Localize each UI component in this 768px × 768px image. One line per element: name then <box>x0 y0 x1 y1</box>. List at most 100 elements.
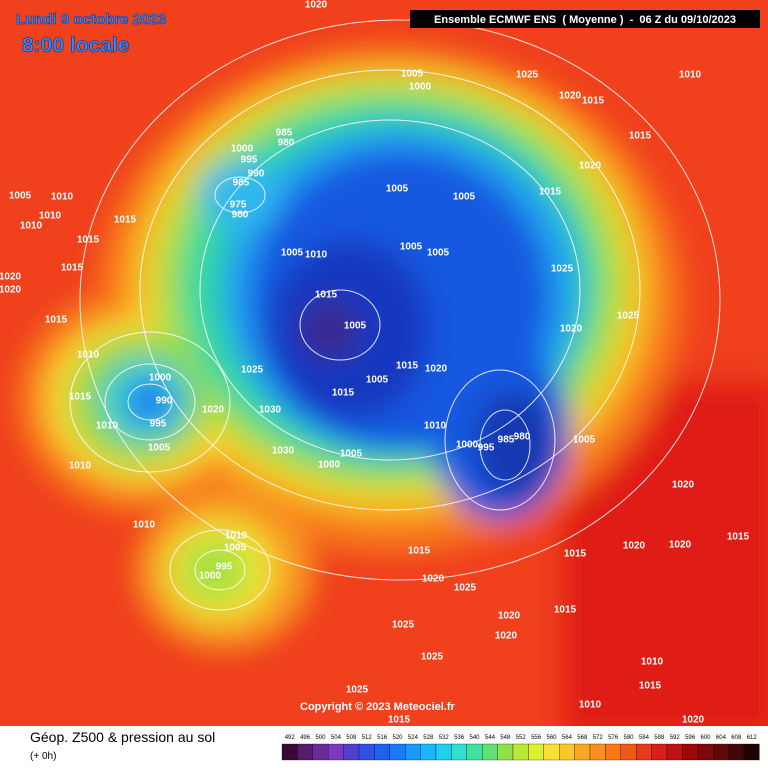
scale-label: 536 <box>454 735 465 741</box>
scale-swatch <box>743 743 760 761</box>
scale-label: 544 <box>485 735 496 741</box>
pressure-label: 1025 <box>346 685 369 696</box>
scale-swatch <box>713 743 729 761</box>
scale-swatch <box>728 743 745 761</box>
scale-label: 612 <box>747 735 758 741</box>
pressure-label: 1015 <box>61 263 84 274</box>
pressure-label: 1020 <box>0 285 22 296</box>
pressure-label: 1020 <box>672 480 695 491</box>
forecast-hour: (+ 0h) <box>30 751 56 762</box>
pressure-label: 1025 <box>617 311 640 322</box>
date: Lundi 9 octobre 2023 <box>16 11 166 28</box>
scale-label: 600 <box>700 735 711 741</box>
pressure-label: 995 <box>150 419 167 430</box>
scale-swatch <box>512 743 529 761</box>
scale-label: 528 <box>423 735 434 741</box>
scale-label: 496 <box>300 735 311 741</box>
scale-swatch <box>466 743 483 761</box>
pressure-label: 1015 <box>396 361 419 372</box>
pressure-label: 1010 <box>225 531 248 542</box>
pressure-label: 1030 <box>272 446 295 457</box>
time: 8:00 locale <box>22 34 129 57</box>
scale-swatch <box>389 743 406 761</box>
pressure-label: 1005 <box>453 192 476 203</box>
pressure-label: 1020 <box>669 540 692 551</box>
pressure-label: 1015 <box>727 532 750 543</box>
scale-label: 576 <box>608 735 619 741</box>
pressure-label: 1005 <box>366 375 389 386</box>
pressure-label: 995 <box>216 562 233 573</box>
pressure-label: 1020 <box>0 272 22 283</box>
pressure-label: 1015 <box>554 605 577 616</box>
scale-swatch <box>312 743 329 761</box>
scale-swatch <box>697 743 714 761</box>
pressure-label: 1020 <box>498 611 521 622</box>
scale-label: 564 <box>562 735 573 741</box>
pressure-label: 1010 <box>77 350 100 361</box>
scale-label: 504 <box>331 735 342 741</box>
pressure-label: 1025 <box>421 652 444 663</box>
scale-swatch <box>497 743 514 761</box>
pressure-label: 1010 <box>679 70 702 81</box>
pressure-label: 1010 <box>305 250 328 261</box>
pressure-label: 990 <box>156 396 173 407</box>
scale-swatch <box>636 743 652 761</box>
pressure-label: 1005 <box>9 191 32 202</box>
pressure-label: 1000 <box>318 460 341 471</box>
pressure-label: 1015 <box>69 392 92 403</box>
scale-swatch <box>620 743 637 761</box>
scale-swatch <box>374 743 390 761</box>
pressure-label: 1010 <box>20 221 43 232</box>
pressure-label: 985 <box>498 435 515 446</box>
pressure-label: 1020 <box>559 91 582 102</box>
scale-label: 572 <box>593 735 604 741</box>
pressure-label: 980 <box>514 432 531 443</box>
pressure-label: 1025 <box>392 620 415 631</box>
pressure-label: 1015 <box>408 546 431 557</box>
pressure-label: 1005 <box>573 435 596 446</box>
scale-label: 520 <box>392 735 403 741</box>
scale-swatch <box>358 743 375 761</box>
scale-label: 500 <box>315 735 326 741</box>
pressure-label: 1010 <box>51 192 74 203</box>
pressure-label: 1010 <box>96 421 119 432</box>
scale-swatch <box>682 743 698 761</box>
pressure-label: 975 <box>230 200 247 211</box>
pressure-label: 1020 <box>560 324 583 335</box>
scale-label: 568 <box>577 735 588 741</box>
pressure-label: 1005 <box>427 248 450 259</box>
pressure-label: 1015 <box>332 388 355 399</box>
scale-swatch <box>328 743 344 761</box>
pressure-label: 1015 <box>564 549 587 560</box>
pressure-label: 1005 <box>401 69 424 80</box>
pressure-label: 1015 <box>639 681 662 692</box>
scale-swatch <box>589 743 606 761</box>
pressure-label: 1010 <box>39 211 62 222</box>
scale-swatch <box>420 743 437 761</box>
pressure-label: 1030 <box>259 405 282 416</box>
scale-swatch <box>574 743 591 761</box>
scale-label: 596 <box>685 735 696 741</box>
scale-swatch <box>666 743 683 761</box>
scale-label: 584 <box>639 735 650 741</box>
pressure-label: 1005 <box>281 248 304 259</box>
pressure-label: 1000 <box>409 82 432 93</box>
pressure-label: 1020 <box>579 161 602 172</box>
pressure-label: 1015 <box>114 215 137 226</box>
pressure-label: 1010 <box>641 657 664 668</box>
scale-swatch <box>651 743 668 761</box>
scale-swatch <box>297 743 313 761</box>
scale-label: 604 <box>716 735 727 741</box>
scale-label: 532 <box>439 735 450 741</box>
pressure-label: 1020 <box>425 364 448 375</box>
isobars <box>69 19 721 611</box>
pressure-label: 1020 <box>422 574 445 585</box>
pressure-label: 985 <box>233 178 250 189</box>
scale-swatch <box>435 743 452 761</box>
scale-label: 548 <box>500 735 511 741</box>
pressure-label: 995 <box>478 443 495 454</box>
pressure-label: 1020 <box>495 631 518 642</box>
pressure-label: 1015 <box>582 96 605 107</box>
pressure-label: 1010 <box>69 461 92 472</box>
pressure-label: 1000 <box>456 440 479 451</box>
